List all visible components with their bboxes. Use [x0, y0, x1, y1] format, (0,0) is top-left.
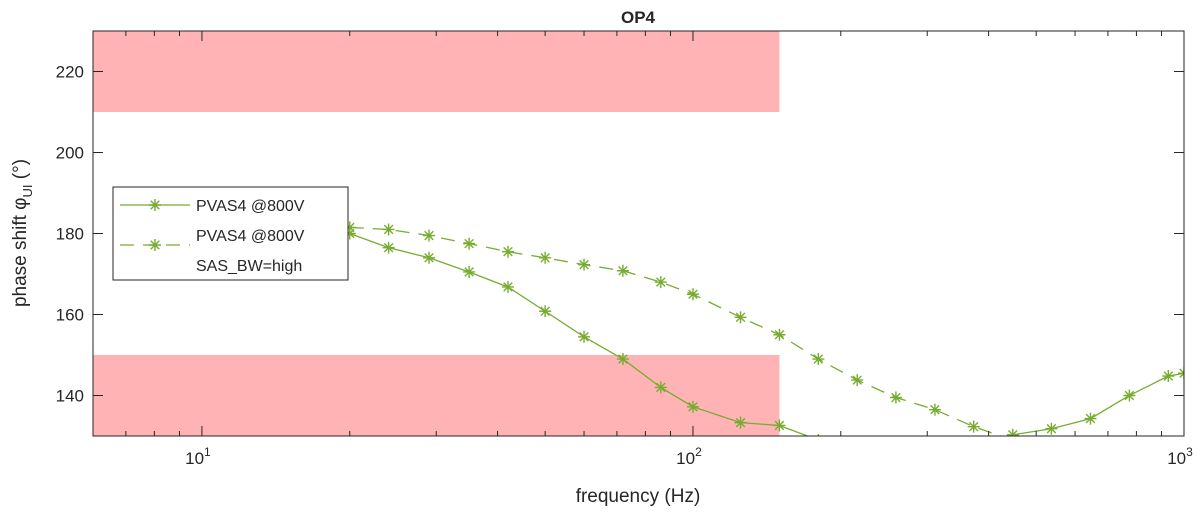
data-point-marker	[463, 237, 476, 250]
legend-marker-dashed	[149, 239, 161, 251]
data-point-marker	[616, 353, 629, 366]
x-tick-label: 101	[185, 445, 211, 468]
data-point-marker	[734, 416, 747, 429]
series-line-solid	[1012, 372, 1184, 436]
y-axis-label-sub: UI	[20, 185, 35, 198]
data-point-marker	[578, 258, 591, 271]
data-point-marker	[382, 223, 395, 236]
x-tick-exponent: 2	[695, 445, 702, 459]
y-axis-label: phase shift φUI (°)	[10, 159, 35, 307]
y-tick-label: 140	[56, 387, 84, 406]
data-point-marker	[1123, 389, 1136, 402]
data-point-marker	[889, 391, 902, 404]
y-axis-label-main: phase shift φ	[10, 198, 31, 308]
data-point-marker	[928, 403, 941, 416]
data-point-marker	[967, 420, 980, 433]
legend-marker-solid	[149, 199, 161, 211]
data-point-marker	[851, 374, 864, 387]
y-tick-label: 160	[56, 306, 84, 325]
data-point-marker	[686, 400, 699, 413]
data-point-marker	[501, 280, 514, 293]
data-point-marker	[686, 288, 699, 301]
data-point-marker	[1162, 370, 1175, 383]
x-tick-label: 102	[676, 445, 702, 468]
x-tick-exponent: 1	[204, 445, 211, 459]
data-point-marker	[654, 276, 667, 289]
data-point-marker	[773, 419, 786, 432]
data-point-marker	[616, 264, 629, 277]
y-axis-label-unit: (°)	[10, 159, 31, 185]
data-point-marker	[422, 229, 435, 242]
data-point-marker	[773, 328, 786, 341]
x-tick-base: 10	[1167, 449, 1186, 468]
series-group	[343, 221, 1184, 436]
y-tick-label: 180	[56, 225, 84, 244]
x-tick-exponent: 3	[1186, 445, 1193, 459]
data-point-marker	[1084, 412, 1097, 425]
x-tick-base: 10	[676, 449, 695, 468]
data-point-marker	[578, 330, 591, 343]
data-point-marker	[654, 381, 667, 394]
data-point-marker	[501, 245, 514, 258]
data-point-marker	[422, 251, 435, 264]
data-point-marker	[812, 353, 825, 366]
shaded-band	[93, 31, 780, 112]
bands	[93, 31, 780, 436]
data-point-marker	[343, 221, 356, 234]
data-point-marker	[539, 251, 552, 264]
x-tick-label: 103	[1167, 445, 1193, 468]
data-point-marker	[343, 227, 356, 240]
data-point-marker	[734, 311, 747, 324]
chart-title: OP4	[621, 8, 656, 27]
legend-label-1: PVAS4 @800V	[196, 198, 305, 215]
legend-label-2-line2: SAS_BW=high	[196, 258, 302, 275]
x-tick-base: 10	[185, 449, 204, 468]
data-point-marker	[149, 239, 161, 251]
x-axis-label: frequency (Hz)	[576, 486, 701, 507]
data-point-marker	[382, 241, 395, 254]
data-point-marker	[539, 305, 552, 318]
data-point-marker	[149, 199, 161, 211]
legend: PVAS4 @800V PVAS4 @800V SAS_BW=high	[112, 186, 349, 281]
shaded-band	[93, 355, 780, 436]
data-point-marker	[463, 265, 476, 278]
series-line-dashed	[349, 226, 1003, 436]
y-tick-label: 200	[56, 144, 84, 163]
data-point-marker	[1045, 422, 1058, 435]
legend-label-2: PVAS4 @800V	[196, 228, 305, 245]
y-tick-label: 220	[56, 63, 84, 82]
